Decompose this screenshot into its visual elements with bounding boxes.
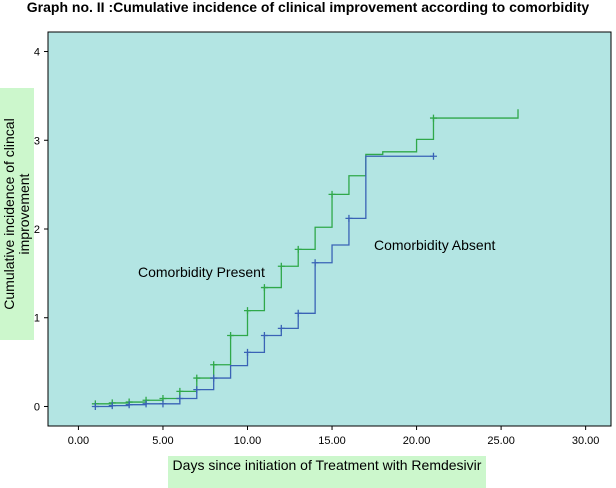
censor-mark-0 xyxy=(227,331,235,339)
x-tick-label: 15.00 xyxy=(318,435,346,447)
y-tick-label: 3 xyxy=(34,135,40,147)
x-tick-label: 0.00 xyxy=(68,435,89,447)
x-axis-label-background xyxy=(168,456,486,488)
series-label-comorbidity-present: Comorbidity Present xyxy=(138,264,265,280)
censor-mark-1 xyxy=(142,400,150,408)
y-tick-label: 1 xyxy=(34,313,40,325)
censor-mark-0 xyxy=(210,361,218,369)
x-axis-label: Days since initiation of Treatment with … xyxy=(172,457,482,473)
censor-mark-0 xyxy=(176,387,184,395)
censor-mark-1 xyxy=(277,324,285,332)
censor-mark-1 xyxy=(108,402,116,410)
censor-mark-0 xyxy=(294,245,302,253)
x-tick-label: 25.00 xyxy=(487,435,515,447)
censor-mark-1 xyxy=(260,331,268,339)
censor-mark-0 xyxy=(260,284,268,292)
chart-title: Graph no. II :Cumulative incidence of cl… xyxy=(26,0,590,15)
y-axis-ticks: 0 1 2 3 4 xyxy=(34,47,48,413)
censor-mark-1 xyxy=(210,374,218,382)
censor-mark-1 xyxy=(159,400,167,408)
censor-mark-0 xyxy=(244,307,252,315)
censor-mark-0 xyxy=(193,374,201,382)
x-tick-label: 20.00 xyxy=(403,435,431,447)
y-axis-label-background xyxy=(0,88,34,340)
y-tick-label: 0 xyxy=(34,401,40,413)
x-axis-ticks: 0.00 5.00 10.00 15.00 20.00 25.00 30.00 xyxy=(68,426,600,447)
censor-mark-0 xyxy=(429,114,437,122)
censor-mark-1 xyxy=(176,394,184,402)
censor-mark-1 xyxy=(125,401,133,409)
censor-mark-1 xyxy=(345,214,353,222)
series-label-comorbidity-absent: Comorbidity Absent xyxy=(374,237,496,253)
censor-mark-1 xyxy=(193,386,201,394)
x-tick-label: 5.00 xyxy=(152,435,173,447)
y-tick-label: 4 xyxy=(34,47,40,59)
series-layer xyxy=(91,109,519,410)
plot-area xyxy=(47,31,612,427)
x-tick-label: 10.00 xyxy=(234,435,262,447)
censor-mark-1 xyxy=(311,259,319,267)
censor-mark-1 xyxy=(294,309,302,317)
x-tick-label: 30.00 xyxy=(572,435,600,447)
censor-mark-1 xyxy=(91,402,99,410)
y-tick-label: 2 xyxy=(34,224,40,236)
censor-mark-1 xyxy=(429,152,437,160)
censor-mark-0 xyxy=(277,262,285,270)
censor-mark-1 xyxy=(244,348,252,356)
censor-mark-0 xyxy=(328,190,336,198)
